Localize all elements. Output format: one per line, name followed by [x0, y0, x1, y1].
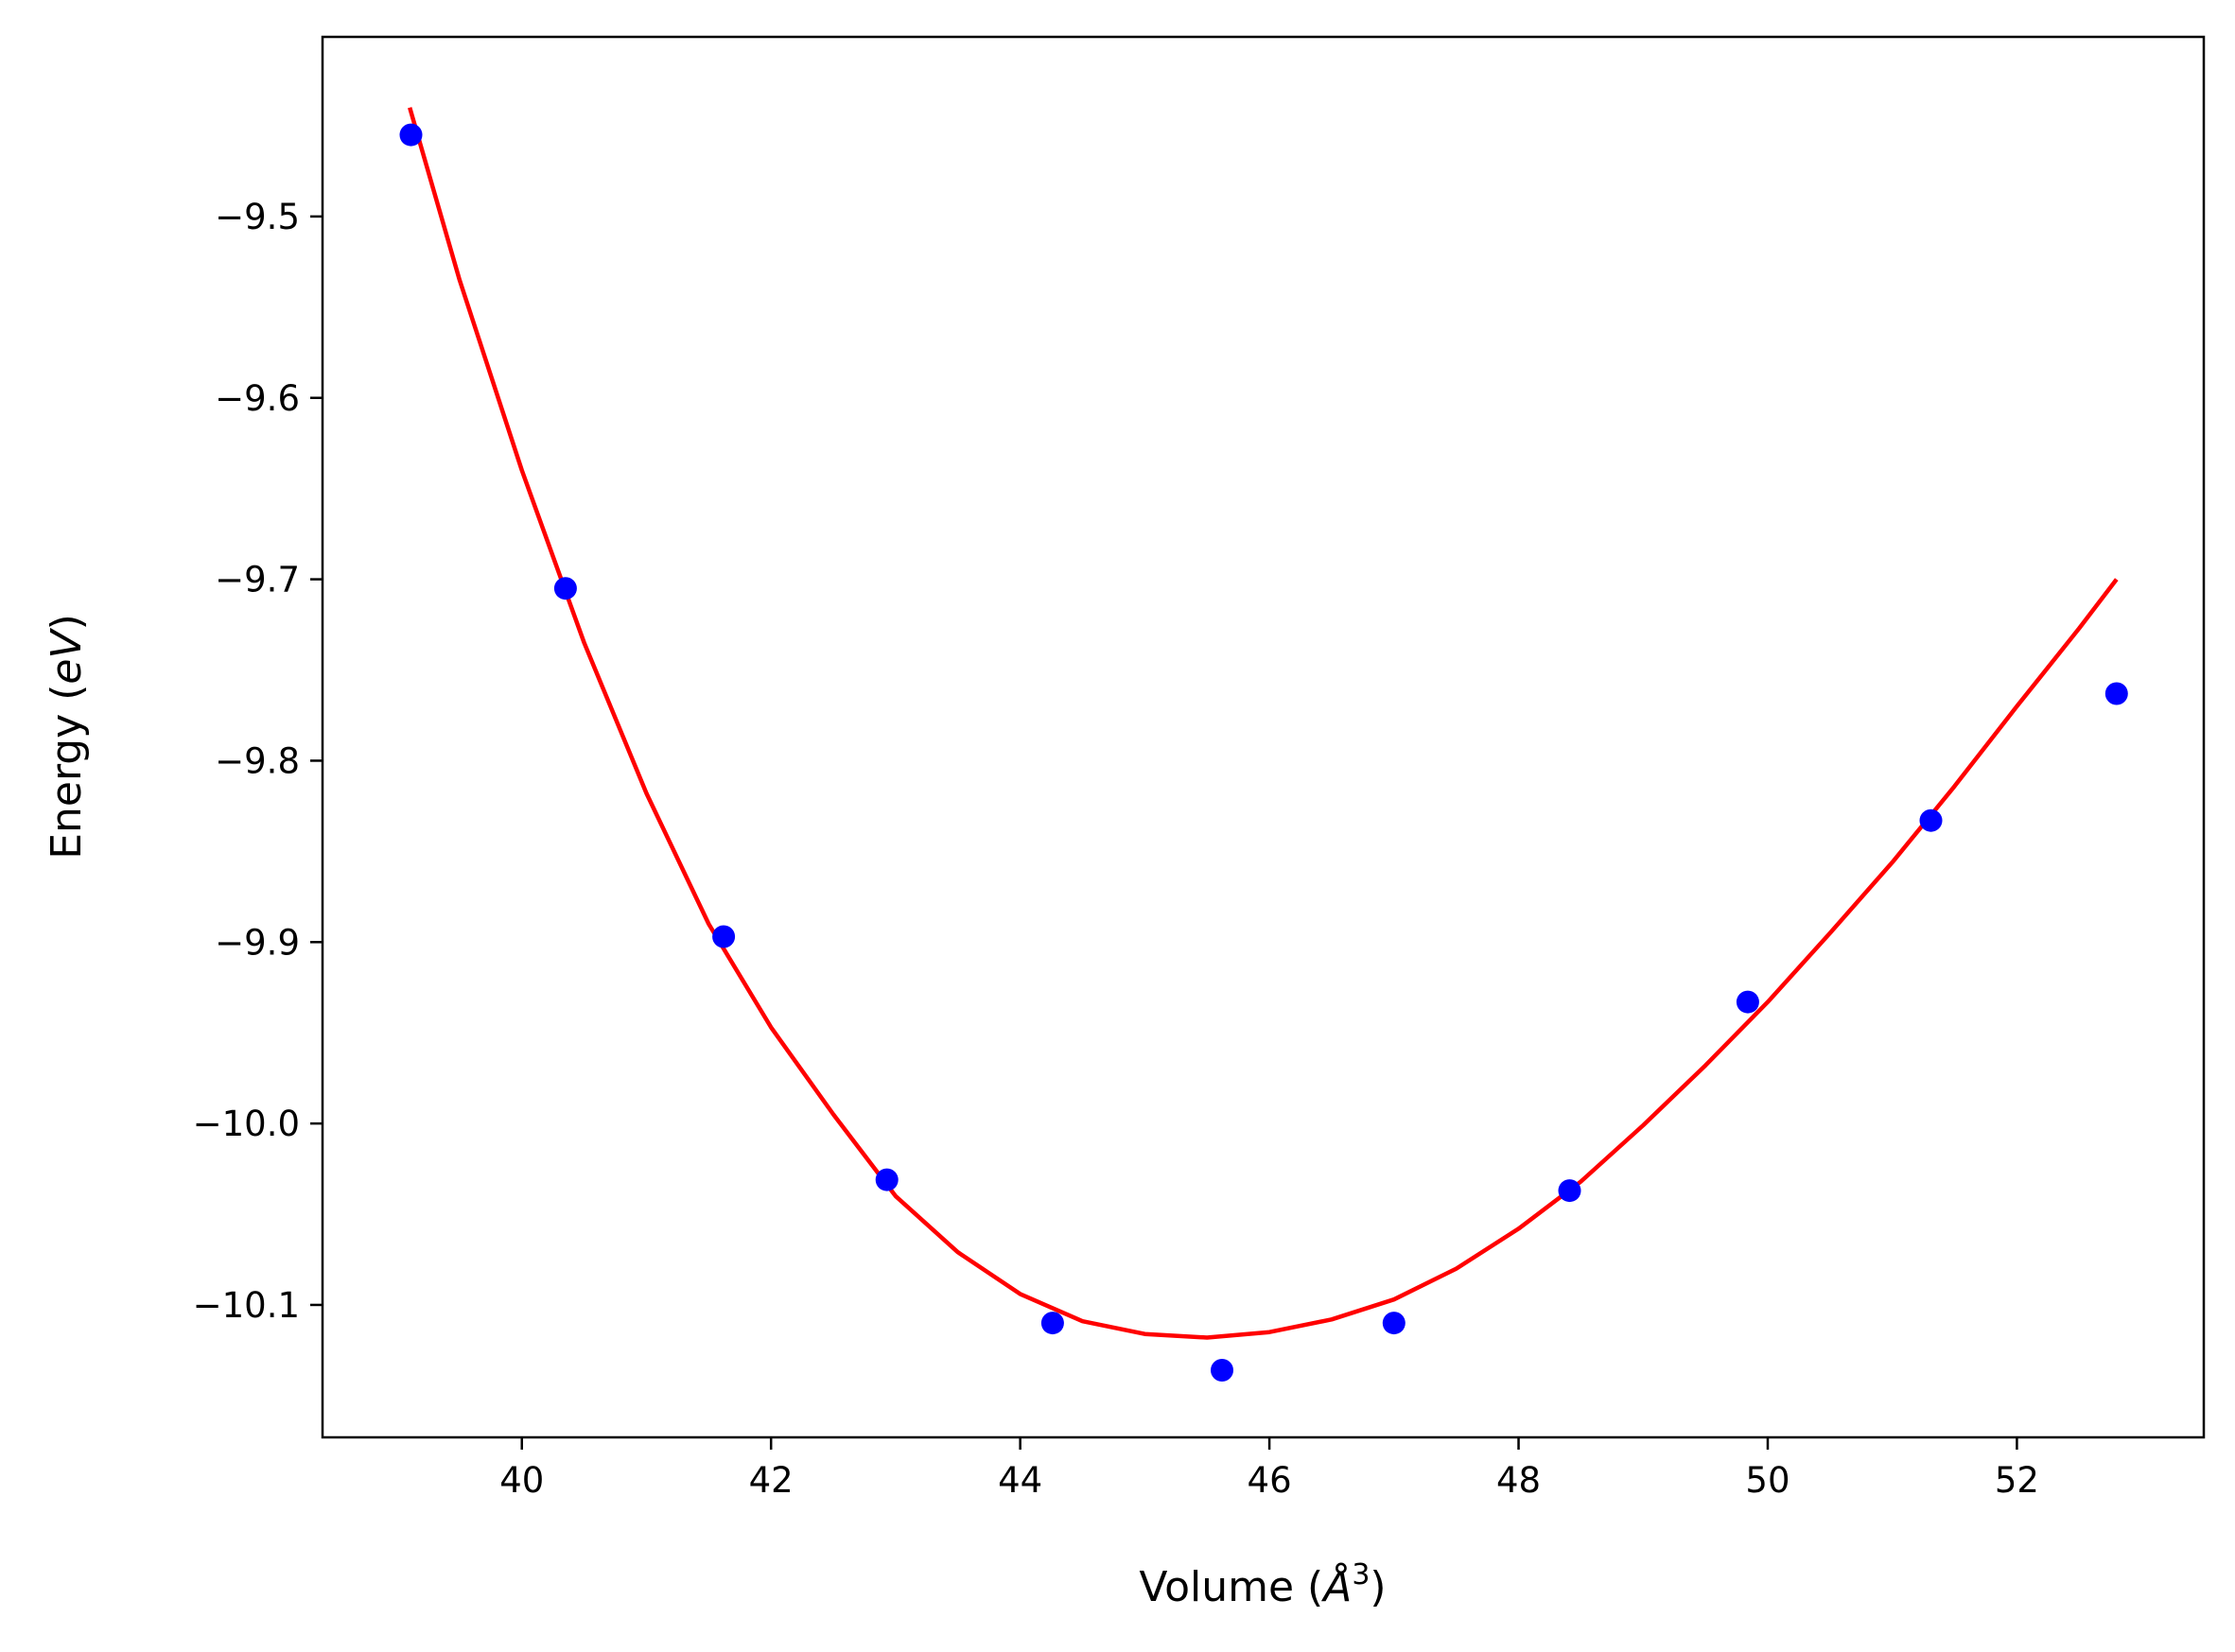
y-tick-label: −9.5: [215, 197, 300, 237]
chart-marks: [399, 107, 2128, 1382]
data-point: [553, 577, 577, 600]
data-point: [1211, 1359, 1233, 1382]
y-tick-label: −9.7: [215, 560, 300, 600]
x-tick-label: 46: [1248, 1460, 1292, 1501]
y-tick-label: −9.9: [215, 922, 300, 963]
data-point: [2104, 682, 2128, 705]
x-tick-label: 48: [1496, 1460, 1541, 1501]
y-tick-label: −10.1: [193, 1285, 300, 1326]
data-point: [1040, 1312, 1064, 1335]
data-point: [1919, 809, 1943, 832]
data-point: [875, 1168, 899, 1191]
plot-frame: [321, 35, 2206, 1439]
y-tick-label: −10.0: [193, 1104, 300, 1144]
x-tick-label: 44: [998, 1460, 1042, 1501]
y-axis-title: Energy (eV): [43, 614, 91, 860]
data-point: [1736, 990, 1759, 1014]
y-tick-label: −9.6: [215, 378, 300, 419]
data-point: [399, 123, 423, 147]
data-point: [1382, 1312, 1406, 1335]
x-tick-label: 50: [1745, 1460, 1790, 1501]
data-point: [712, 925, 736, 948]
axis-ticks: 40 42 44 46 48 50 52 −9.5 −9.6 −9.7 −9.8 −9.9 −10.0 −…: [193, 197, 2039, 1501]
x-tick-label: 42: [749, 1460, 794, 1501]
x-tick-label: 52: [1995, 1460, 2039, 1501]
x-axis-title: Volume (Å3): [1139, 1558, 1386, 1611]
data-point: [1558, 1179, 1581, 1203]
fit-curve-line: [408, 107, 2119, 1340]
y-tick-label: −9.8: [215, 740, 300, 781]
x-tick-label: 40: [499, 1460, 544, 1501]
